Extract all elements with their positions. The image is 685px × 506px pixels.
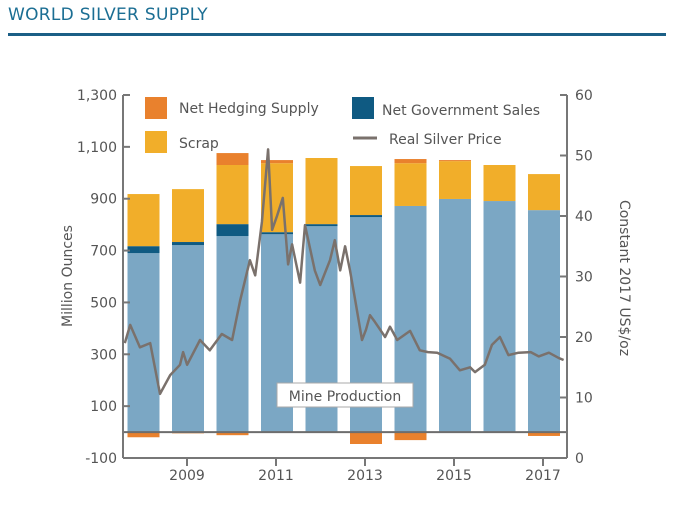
x-tick-label: 2011 bbox=[258, 468, 294, 484]
legend-swatch-government bbox=[352, 97, 374, 119]
mine-production-label-box bbox=[276, 382, 414, 408]
right-tick-label: 0 bbox=[575, 451, 584, 467]
title-rule bbox=[8, 33, 666, 36]
bar-scrap-2009 bbox=[172, 189, 204, 243]
real-silver-price-line bbox=[123, 148, 565, 396]
legend-label-price: Real Silver Price bbox=[389, 132, 502, 148]
y2-axis-label: Constant 2017 US$/oz bbox=[616, 200, 632, 356]
y-axis-label: Million Ounces bbox=[60, 225, 76, 327]
x-tick-label: 2015 bbox=[436, 468, 472, 484]
bar-scrap-2015 bbox=[439, 161, 471, 199]
bar-scrap-2008 bbox=[127, 194, 160, 247]
left-tick-label: 500 bbox=[90, 295, 117, 311]
bar-mine-production-2015 bbox=[439, 198, 471, 433]
bar-scrap-2010 bbox=[216, 165, 249, 225]
bar-net-government-sales-2013 bbox=[350, 215, 382, 218]
right-tick-label: 20 bbox=[575, 330, 593, 346]
left-tick-label: 700 bbox=[90, 244, 117, 260]
x-tick-label: 2009 bbox=[169, 468, 205, 484]
legend-swatch-hedging bbox=[145, 97, 167, 119]
bar-scrap-2012 bbox=[305, 158, 338, 225]
right-tick-label: 10 bbox=[575, 391, 593, 407]
bar-scrap-2017 bbox=[528, 174, 560, 211]
legend-label-hedging: Net Hedging Supply bbox=[179, 101, 319, 117]
bar-net-hedging-negative-2010 bbox=[216, 432, 249, 436]
bar-net-hedging-supply-2015 bbox=[439, 160, 471, 162]
bar-net-hedging-supply-2014 bbox=[394, 159, 427, 164]
bar-net-government-sales-2008 bbox=[127, 246, 160, 254]
legend-label-government: Net Government Sales bbox=[382, 103, 540, 119]
left-tick-label: 1,100 bbox=[77, 140, 117, 156]
legend-label-scrap: Scrap bbox=[179, 136, 219, 152]
bar-net-hedging-supply-2011 bbox=[261, 160, 293, 164]
bar-mine-production-2008 bbox=[127, 253, 160, 433]
bar-mine-production-2009 bbox=[172, 245, 204, 433]
chart-title: WORLD SILVER SUPPLY bbox=[8, 5, 208, 25]
bar-net-hedging-negative-2008 bbox=[127, 432, 160, 438]
bar-mine-production-2016 bbox=[483, 201, 516, 433]
bar-net-government-sales-2011 bbox=[261, 232, 293, 235]
bar-net-government-sales-2012 bbox=[305, 224, 338, 227]
bar-scrap-2016 bbox=[483, 165, 516, 202]
left-tick-label: 900 bbox=[90, 192, 117, 208]
x-tick-label: 2013 bbox=[347, 468, 383, 484]
bar-scrap-2014 bbox=[394, 163, 427, 206]
mine-production-label: Mine Production bbox=[289, 389, 401, 405]
x-tick-label: 2017 bbox=[525, 468, 561, 484]
bar-scrap-2013 bbox=[350, 166, 382, 216]
right-tick-label: 40 bbox=[575, 209, 593, 225]
left-tick-label: 100 bbox=[90, 399, 117, 415]
bar-net-hedging-supply-2010 bbox=[216, 153, 249, 166]
bar-net-hedging-negative-2013 bbox=[350, 432, 382, 444]
right-tick-label: 30 bbox=[575, 270, 593, 286]
bar-net-hedging-negative-2017 bbox=[528, 432, 560, 436]
bar-net-hedging-negative-2014 bbox=[394, 432, 427, 441]
legend-swatch-scrap bbox=[145, 131, 167, 153]
right-tick-label: 50 bbox=[575, 149, 593, 165]
bar-net-government-sales-2009 bbox=[172, 242, 204, 246]
bar-mine-production-2017 bbox=[528, 210, 560, 433]
bar-net-government-sales-2010 bbox=[216, 224, 249, 237]
left-tick-label: 1,300 bbox=[77, 88, 117, 104]
left-tick-label: 300 bbox=[90, 347, 117, 363]
right-tick-label: 60 bbox=[575, 88, 593, 104]
left-tick-label: -100 bbox=[85, 451, 117, 467]
